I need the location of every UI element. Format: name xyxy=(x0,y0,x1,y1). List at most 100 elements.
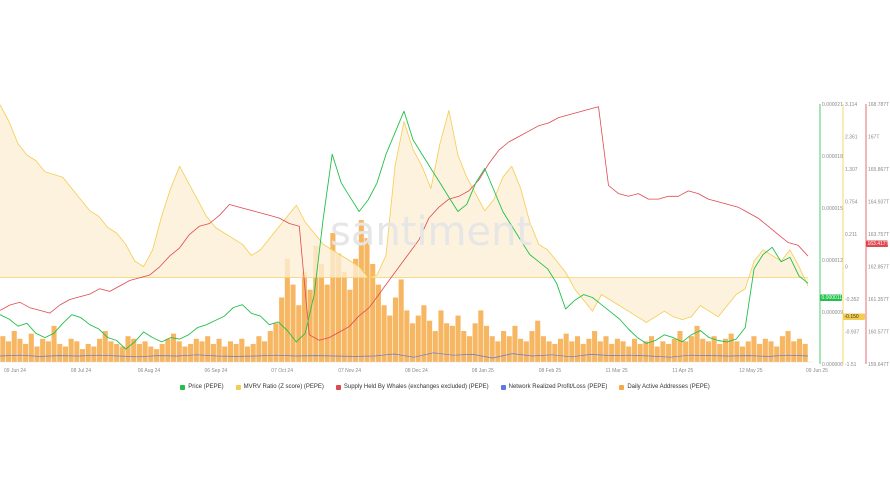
series-lines xyxy=(0,104,809,359)
legend-item[interactable]: Supply Held By Whales (exchanges exclude… xyxy=(335,384,489,390)
active-addresses-bar xyxy=(575,336,581,362)
active-addresses-bar xyxy=(620,341,626,362)
whales-axis-tick: 163.757T xyxy=(868,232,889,238)
active-addresses-bar xyxy=(97,338,103,362)
active-addresses-bar xyxy=(313,245,319,362)
mvrv-axis-tick: 1.307 xyxy=(845,167,858,173)
legend-item[interactable]: Daily Active Addresses (PEPE) xyxy=(619,384,710,390)
active-addresses-bar xyxy=(262,341,268,362)
active-addresses-bar xyxy=(409,323,416,362)
active-addresses-bar xyxy=(85,343,91,362)
active-addresses-bar xyxy=(91,346,97,362)
active-addresses-bar xyxy=(489,336,495,362)
x-tick-label: 06 Sep 24 xyxy=(205,368,228,374)
legend-swatch xyxy=(335,384,341,390)
active-addresses-bar xyxy=(222,346,228,362)
active-addresses-bar xyxy=(307,289,313,362)
active-addresses-bar xyxy=(654,346,660,362)
whales-axis-tick: 167T xyxy=(868,135,879,141)
active-addresses-bar xyxy=(279,297,285,362)
active-addresses-bar xyxy=(341,271,347,362)
active-addresses-bar xyxy=(495,341,501,362)
active-addresses-bar xyxy=(40,338,46,362)
active-addresses-bar xyxy=(523,341,529,362)
active-addresses-bar xyxy=(614,338,620,362)
active-addresses-bar xyxy=(216,338,222,362)
x-tick-label: 06 Aug 24 xyxy=(138,368,161,374)
legend-item[interactable]: Price (PEPE) xyxy=(180,384,224,390)
active-addresses-bar xyxy=(483,325,490,362)
axes-group: 09 Jun 24 08 Jul 24 06 Aug 24 06 Sep 24 07 O… xyxy=(0,102,889,374)
svg-text:163.417T: 163.417T xyxy=(868,241,889,247)
price-axis-tick: 0.000015 xyxy=(822,206,843,212)
active-addresses-bar xyxy=(57,343,63,362)
active-addresses-bar xyxy=(74,341,80,362)
active-addresses-bar xyxy=(290,284,296,362)
active-addresses-bar xyxy=(444,323,450,362)
active-addresses-bar xyxy=(768,341,774,362)
active-addresses-bar xyxy=(427,320,433,362)
active-addresses-bar xyxy=(415,315,421,362)
active-addresses-bar xyxy=(353,258,359,362)
active-addresses-bar xyxy=(671,338,677,362)
svg-text:-0.150: -0.150 xyxy=(845,314,859,320)
active-addresses-bar xyxy=(227,341,233,362)
active-addresses-bar xyxy=(546,341,552,362)
active-addresses-bar xyxy=(694,325,700,362)
active-addresses-bar xyxy=(165,338,171,362)
active-addresses-bar xyxy=(461,331,467,362)
active-addresses-bar xyxy=(512,325,518,362)
mvrv-axis-tick: 2.361 xyxy=(845,135,858,141)
active-addresses-bar xyxy=(711,336,717,362)
active-addresses-bar xyxy=(796,338,803,362)
active-addresses-bar xyxy=(239,338,245,362)
active-addresses-bar xyxy=(188,343,194,362)
active-addresses-bar xyxy=(637,343,643,362)
active-addresses-bar xyxy=(540,336,546,362)
active-addresses-bar xyxy=(381,305,387,362)
mvrv-axis-tick: 0.211 xyxy=(845,232,857,238)
active-addresses-bar xyxy=(176,341,182,362)
legend-swatch xyxy=(619,384,625,390)
active-addresses-bar xyxy=(250,343,256,362)
active-addresses-bar xyxy=(210,343,216,362)
active-addresses-bar xyxy=(705,341,711,362)
active-addresses-bar xyxy=(364,238,370,362)
active-addresses-bar xyxy=(666,343,672,362)
legend-label: Daily Active Addresses (PEPE) xyxy=(627,384,710,390)
active-addresses-bar xyxy=(557,338,564,362)
mvrv-area xyxy=(0,104,808,323)
active-addresses-bar xyxy=(45,341,51,362)
whales-axis-tick: 162.857T xyxy=(868,265,889,271)
legend-item[interactable]: Network Realized Profit/Loss (PEPE) xyxy=(500,384,607,390)
active-addresses-bar xyxy=(535,320,541,362)
mvrv-area-group xyxy=(0,104,808,323)
active-addresses-bar xyxy=(802,343,808,362)
active-addresses-bar xyxy=(34,346,40,362)
active-addresses-bar xyxy=(68,338,74,362)
legend-label: Supply Held By Whales (exchanges exclude… xyxy=(343,384,489,390)
mvrv-last-value-tag: -0.150 xyxy=(843,313,865,320)
active-addresses-bar xyxy=(404,310,410,362)
active-addresses-bar xyxy=(62,346,68,362)
legend-swatch xyxy=(500,384,506,390)
active-addresses-bar xyxy=(586,338,592,362)
active-addresses-bar xyxy=(148,346,154,362)
active-addresses-bar xyxy=(273,323,279,362)
active-addresses-bar xyxy=(318,263,325,362)
active-addresses-bar xyxy=(592,331,598,362)
active-addresses-bar xyxy=(284,258,290,362)
active-addresses-bar xyxy=(421,305,427,362)
whales-axis-tick: 165.867T xyxy=(868,167,889,173)
active-addresses-bar xyxy=(182,346,188,362)
price-axis-tick: 0.000009 xyxy=(822,310,843,316)
active-addresses-bar xyxy=(478,310,484,362)
active-addresses-bar xyxy=(580,343,586,362)
legend-item[interactable]: MVRV Ratio (Z score) (PEPE) xyxy=(235,384,324,390)
active-addresses-bar xyxy=(392,297,399,362)
active-addresses-bar xyxy=(193,338,199,362)
active-addresses-bar xyxy=(199,341,205,362)
price-axis-tick: 0.000006 xyxy=(822,362,843,368)
active-addresses-bar xyxy=(131,338,137,362)
mvrv-axis-tick: -1.51 xyxy=(845,362,857,368)
